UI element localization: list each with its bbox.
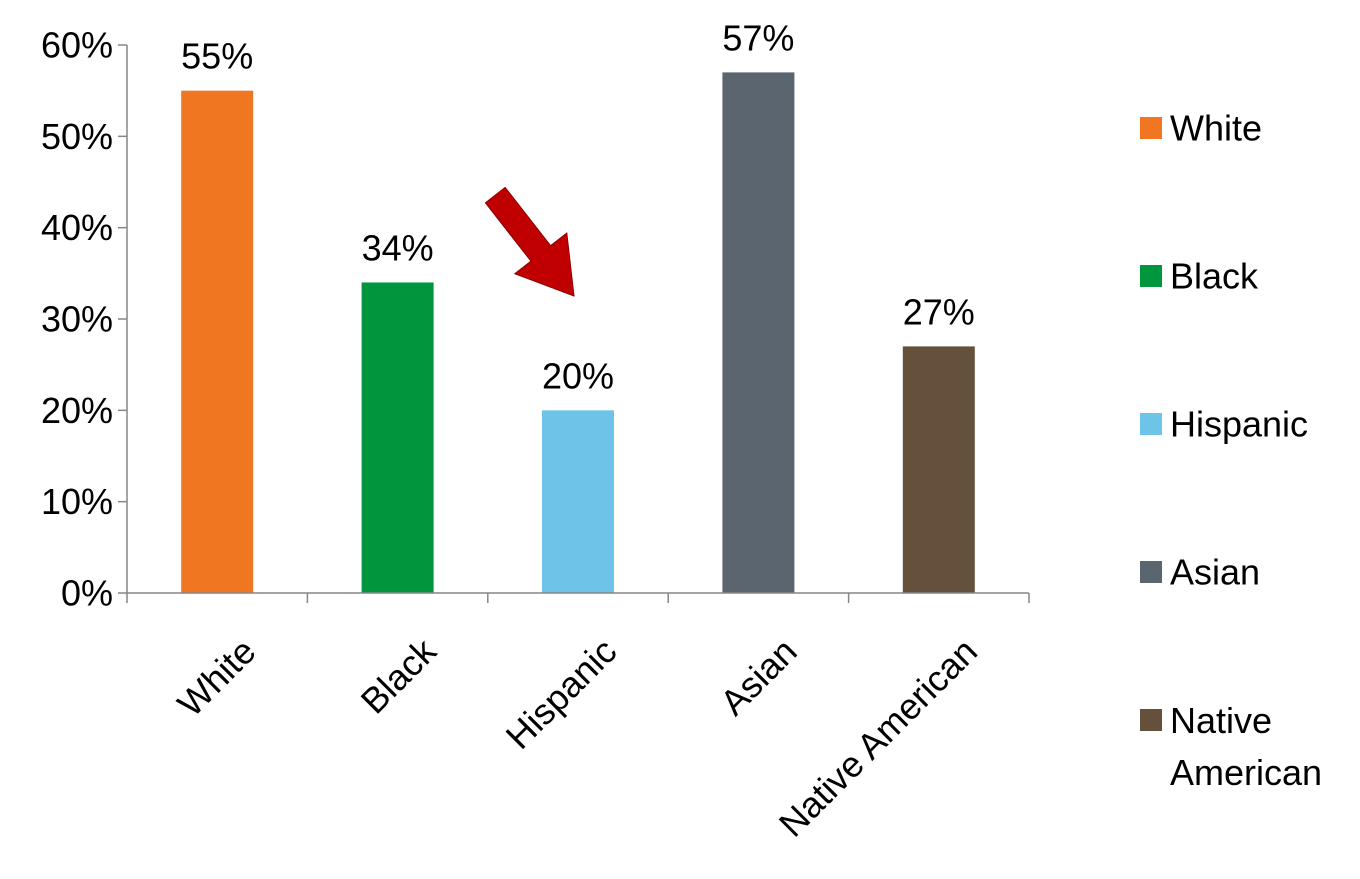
legend-label: White	[1170, 108, 1262, 149]
bar-hispanic	[542, 410, 614, 593]
x-tick-label: Hispanic	[498, 630, 625, 757]
y-tick-label: 10%	[41, 481, 113, 522]
legend: White Black Hispanic Asian Native American	[1140, 108, 1322, 793]
y-tick-label: 20%	[41, 390, 113, 431]
data-labels: 55% 34% 20% 57% 27%	[181, 17, 975, 396]
bar-asian	[722, 72, 795, 593]
legend-label: Native American	[1170, 700, 1322, 793]
legend-label: Asian	[1170, 552, 1260, 593]
data-label: 34%	[362, 227, 434, 268]
y-tick-label: 0%	[61, 573, 113, 614]
data-label: 20%	[542, 355, 614, 396]
axes	[126, 45, 1030, 603]
bar-native-american	[902, 346, 975, 593]
y-tick-label: 60%	[41, 25, 113, 66]
legend-label: Hispanic	[1170, 404, 1308, 445]
x-tick-label: White	[169, 630, 263, 724]
legend-item: Hispanic	[1140, 404, 1308, 445]
legend-item: Asian	[1140, 552, 1260, 593]
legend-swatch	[1140, 709, 1162, 731]
legend-swatch	[1140, 265, 1162, 287]
legend-item: White	[1140, 108, 1262, 149]
y-tick-label: 30%	[41, 299, 113, 340]
x-tick-label: Native American	[771, 630, 985, 844]
data-label: 57%	[722, 17, 794, 58]
x-tick-label: Asian	[712, 630, 805, 723]
annotations	[484, 186, 575, 297]
bar-white	[181, 90, 254, 594]
legend-swatch	[1140, 117, 1162, 139]
x-tick-label: Black	[353, 630, 445, 722]
legend-swatch	[1140, 413, 1162, 435]
legend-item: Black	[1140, 256, 1259, 297]
red-arrow-annotation	[484, 186, 575, 297]
bars	[181, 72, 975, 594]
legend-item: Native American	[1140, 700, 1322, 793]
legend-label: Black	[1170, 256, 1259, 297]
y-tick-label: 40%	[41, 207, 113, 248]
legend-swatch	[1140, 561, 1162, 583]
bar-black	[361, 282, 434, 593]
y-tick-label: 50%	[41, 116, 113, 157]
data-label: 55%	[181, 36, 253, 77]
data-label: 27%	[903, 291, 975, 332]
y-axis-ticks: 0% 10% 20% 30% 40% 50% 60%	[41, 25, 127, 614]
